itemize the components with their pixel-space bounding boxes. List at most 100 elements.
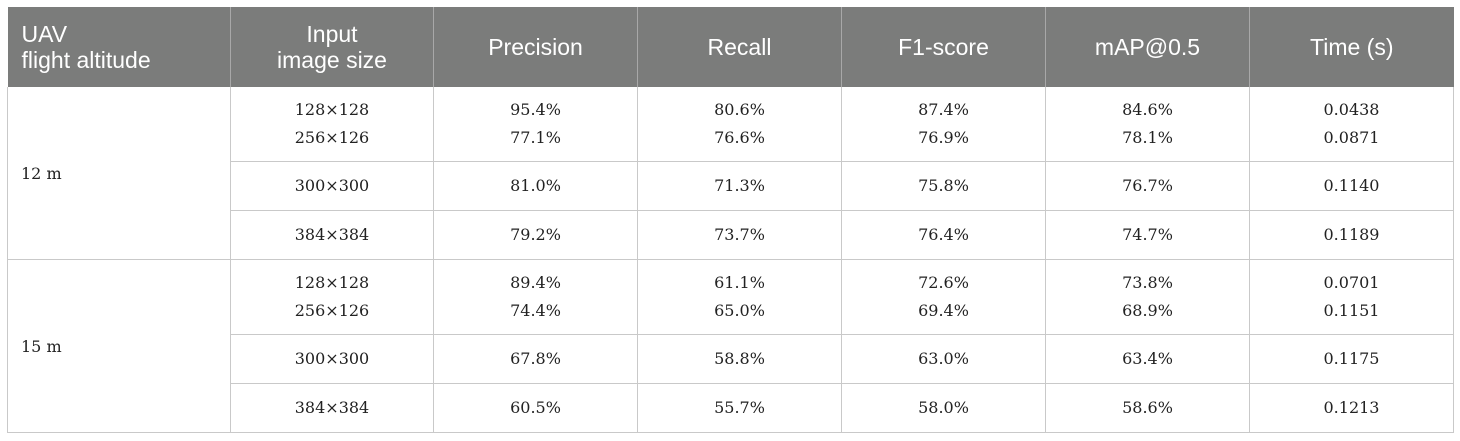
cell-value: 61.1% [714, 273, 765, 292]
table-row: 15 m 128×128 256×126 89.4% 74.4% 61.1% 65.0% 72… [7, 259, 1454, 433]
cell-value: 256×126 [294, 301, 370, 320]
table-row: 300×300 67.8% 58.8% 63.0% 63.4% 0.1175 [8, 334, 1454, 384]
cell-value: 78.1% [1122, 128, 1173, 147]
cell-value: 128×128 [294, 273, 370, 292]
cell-map: 73.8% 68.9% [1045, 259, 1250, 335]
table-header: UAV flight altitude Input image size Precisi… [7, 7, 1454, 87]
cell-value: 95.4% [510, 100, 561, 119]
cell-precision: 60.5% [433, 383, 638, 433]
cell-value: 81.0% [510, 176, 561, 195]
cell-recall: 58.8% [637, 334, 842, 384]
cell-precision: 79.2% [433, 210, 638, 260]
cell-value: 55.7% [714, 398, 765, 417]
cell-map: 76.7% [1045, 161, 1250, 211]
cell-input-size: 300×300 [230, 334, 434, 384]
cell-value: 63.0% [918, 349, 969, 368]
cell-altitude: 15 m [7, 259, 231, 433]
cell-value: 76.7% [1122, 176, 1173, 195]
cell-precision: 81.0% [433, 161, 638, 211]
cell-f1-score: 75.8% [841, 161, 1046, 211]
cell-value: 0.1213 [1323, 398, 1380, 417]
cell-value: 0.0701 [1323, 273, 1380, 292]
cell-input-size: 300×300 [230, 161, 434, 211]
cell-value: 58.0% [918, 398, 969, 417]
header-row: UAV flight altitude Input image size Precisi… [7, 7, 1454, 87]
header-uav-altitude: UAV flight altitude [7, 7, 231, 87]
cell-time: 0.0701 0.1151 [1249, 259, 1454, 335]
cell-value: 58.8% [714, 349, 765, 368]
header-text: image size [277, 47, 387, 73]
cell-value: 65.0% [714, 301, 765, 320]
cell-value: 71.3% [714, 176, 765, 195]
header-recall: Recall [637, 7, 842, 87]
cell-f1-score: 72.6% 69.4% [841, 259, 1046, 335]
cell-altitude: 12 m [7, 87, 231, 260]
cell-recall: 80.6% 76.6% [637, 87, 842, 162]
cell-recall: 71.3% [637, 161, 842, 211]
cell-value: 73.7% [714, 225, 765, 244]
cell-value: 73.8% [1122, 273, 1173, 292]
cell-value: 0.1189 [1323, 225, 1380, 244]
cell-map: 84.6% 78.1% [1045, 87, 1250, 162]
header-text: Precision [488, 34, 583, 60]
cell-time: 0.0438 0.0871 [1249, 87, 1454, 162]
cell-f1-score: 58.0% [841, 383, 1046, 433]
cell-value: 75.8% [918, 176, 969, 195]
cell-input-size: 384×384 [230, 210, 434, 260]
cell-value: 76.4% [918, 225, 969, 244]
cell-recall: 61.1% 65.0% [637, 259, 842, 335]
cell-value: 384×384 [294, 225, 370, 244]
cell-value: 76.9% [918, 128, 969, 147]
cell-time: 0.1213 [1249, 383, 1454, 433]
cell-time: 0.1175 [1249, 334, 1454, 384]
table-row: 12 m 128×128 256×126 95.4% 77.1% 80.6% 76.6% 87… [7, 87, 1454, 260]
cell-map: 63.4% [1045, 334, 1250, 384]
cell-value: 300×300 [294, 176, 370, 195]
cell-value: 63.4% [1122, 349, 1173, 368]
cell-value: 300×300 [294, 349, 370, 368]
cell-value: 89.4% [510, 273, 561, 292]
cell-map: 74.7% [1045, 210, 1250, 260]
table-row: 384×384 79.2% 73.7% 76.4% 74.7% 0.1189 [8, 210, 1454, 260]
table-row: 300×300 81.0% 71.3% 75.8% 76.7% 0.1140 [8, 161, 1454, 211]
header-text: Recall [707, 34, 772, 60]
cell-value: 77.1% [510, 128, 561, 147]
cell-value: 84.6% [1122, 100, 1173, 119]
cell-value: 74.4% [510, 301, 561, 320]
results-table: UAV flight altitude Input image size Precisi… [7, 7, 1454, 433]
cell-value: 0.0438 [1323, 100, 1380, 119]
cell-f1-score: 76.4% [841, 210, 1046, 260]
results-table-container: UAV flight altitude Input image size Precisi… [7, 7, 1454, 433]
cell-value: 67.8% [510, 349, 561, 368]
header-text: Time (s) [1310, 34, 1394, 60]
cell-input-size: 384×384 [230, 383, 434, 433]
table-row: 384×384 60.5% 55.7% 58.0% 58.6% 0.1213 [8, 383, 1454, 433]
cell-value: 58.6% [1122, 398, 1173, 417]
cell-value: 256×126 [294, 128, 370, 147]
header-time: Time (s) [1249, 7, 1454, 87]
header-text: flight altitude [21, 47, 151, 73]
cell-f1-score: 63.0% [841, 334, 1046, 384]
header-input-size: Input image size [230, 7, 434, 87]
cell-value: 0.1140 [1323, 176, 1380, 195]
header-text: Input [306, 21, 358, 47]
cell-time: 0.1140 [1249, 161, 1454, 211]
cell-input-size: 128×128 256×126 [230, 259, 434, 335]
cell-precision: 89.4% 74.4% [433, 259, 638, 335]
cell-value: 79.2% [510, 225, 561, 244]
header-text: F1-score [898, 34, 989, 60]
cell-time: 0.1189 [1249, 210, 1454, 260]
cell-value: 384×384 [294, 398, 370, 417]
table-body: 12 m 128×128 256×126 95.4% 77.1% 80.6% 76.6% 87… [7, 87, 1454, 433]
cell-value: 0.1151 [1323, 301, 1380, 320]
cell-value: 69.4% [918, 301, 969, 320]
cell-value: 60.5% [510, 398, 561, 417]
header-text: UAV [21, 21, 68, 47]
cell-recall: 55.7% [637, 383, 842, 433]
header-map: mAP@0.5 [1045, 7, 1250, 87]
header-f1-score: F1-score [841, 7, 1046, 87]
cell-value: 87.4% [918, 100, 969, 119]
cell-map: 58.6% [1045, 383, 1250, 433]
cell-value: 80.6% [714, 100, 765, 119]
cell-value: 72.6% [918, 273, 969, 292]
